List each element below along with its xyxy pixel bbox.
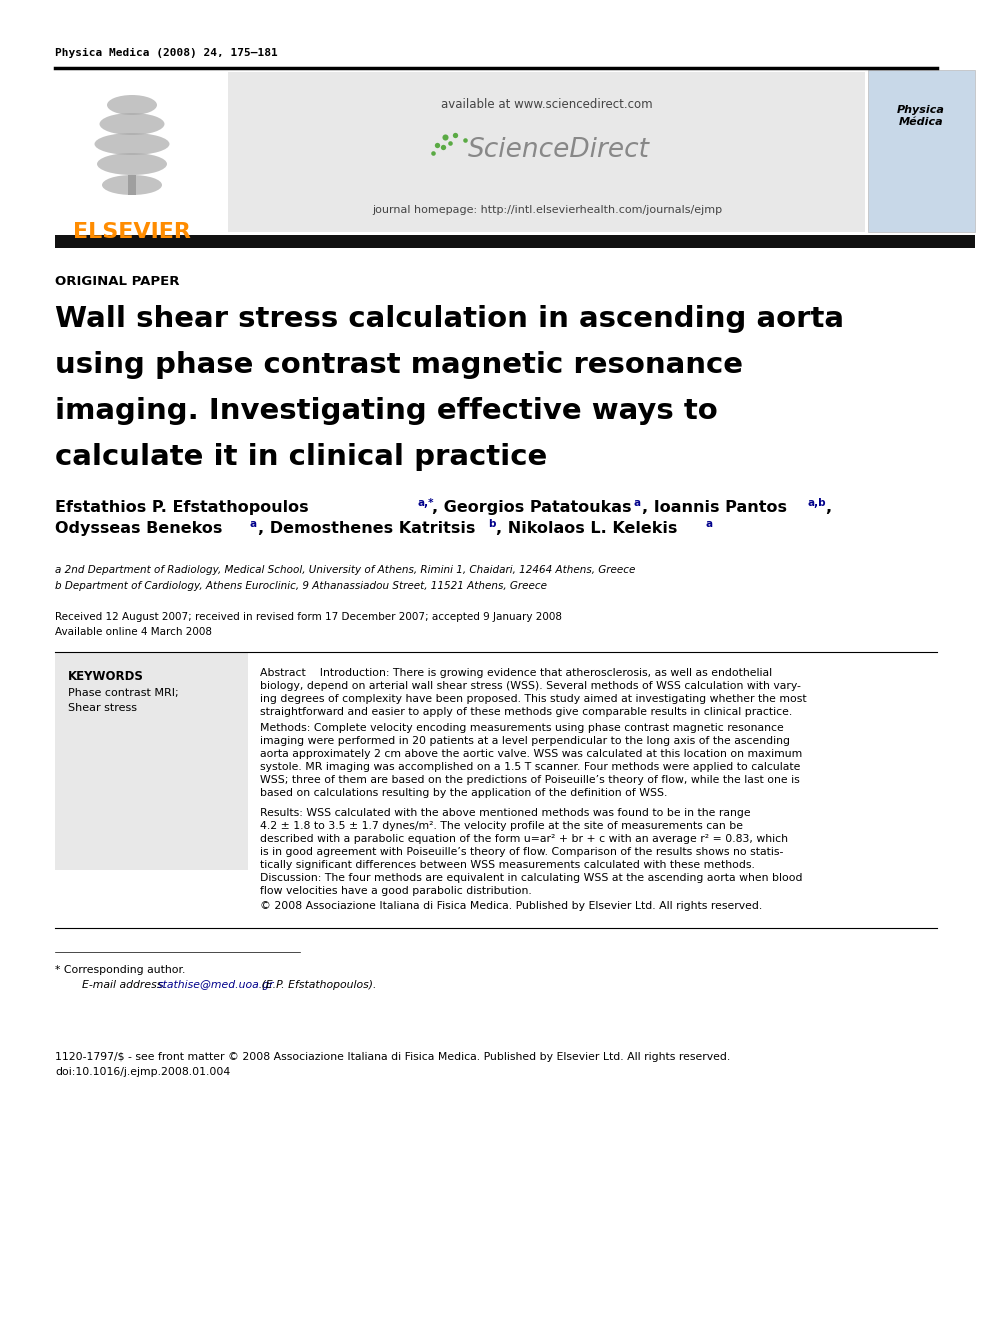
Text: Phase contrast MRI;: Phase contrast MRI; bbox=[68, 688, 179, 699]
Text: ELSEVIER: ELSEVIER bbox=[73, 222, 190, 242]
Text: Odysseas Benekos: Odysseas Benekos bbox=[55, 521, 222, 536]
Text: Discussion: The four methods are equivalent in calculating WSS at the ascending : Discussion: The four methods are equival… bbox=[260, 873, 803, 896]
Text: * Corresponding author.: * Corresponding author. bbox=[55, 964, 186, 975]
Ellipse shape bbox=[102, 175, 162, 194]
Text: , Nikolaos L. Kelekis: , Nikolaos L. Kelekis bbox=[496, 521, 678, 536]
Text: a: a bbox=[634, 497, 641, 508]
Text: Abstract    Introduction: There is growing evidence that atherosclerosis, as wel: Abstract Introduction: There is growing … bbox=[260, 668, 806, 717]
Text: Physica: Physica bbox=[897, 105, 945, 115]
Text: Shear stress: Shear stress bbox=[68, 703, 137, 713]
Text: b: b bbox=[488, 519, 495, 529]
Text: b Department of Cardiology, Athens Euroclinic, 9 Athanassiadou Street, 11521 Ath: b Department of Cardiology, Athens Euroc… bbox=[55, 581, 547, 591]
Text: Wall shear stress calculation in ascending aorta: Wall shear stress calculation in ascendi… bbox=[55, 306, 844, 333]
Text: doi:10.1016/j.ejmp.2008.01.004: doi:10.1016/j.ejmp.2008.01.004 bbox=[55, 1068, 230, 1077]
Text: stathise@med.uoa.gr: stathise@med.uoa.gr bbox=[158, 980, 275, 990]
Text: calculate it in clinical practice: calculate it in clinical practice bbox=[55, 443, 548, 471]
Text: using phase contrast magnetic resonance: using phase contrast magnetic resonance bbox=[55, 351, 743, 378]
Bar bbox=[228, 71, 865, 232]
Text: Methods: Complete velocity encoding measurements using phase contrast magnetic r: Methods: Complete velocity encoding meas… bbox=[260, 722, 803, 798]
Text: a: a bbox=[250, 519, 257, 529]
Ellipse shape bbox=[94, 134, 170, 155]
Text: Results: WSS calculated with the above mentioned methods was found to be in the : Results: WSS calculated with the above m… bbox=[260, 808, 788, 871]
Text: KEYWORDS: KEYWORDS bbox=[68, 669, 144, 683]
Text: a,*: a,* bbox=[418, 497, 434, 508]
Text: ,: , bbox=[825, 500, 831, 515]
Text: a 2nd Department of Radiology, Medical School, University of Athens, Rimini 1, C: a 2nd Department of Radiology, Medical S… bbox=[55, 565, 635, 576]
Text: Received 12 August 2007; received in revised form 17 December 2007; accepted 9 J: Received 12 August 2007; received in rev… bbox=[55, 613, 562, 622]
Text: , Demosthenes Katritsis: , Demosthenes Katritsis bbox=[258, 521, 475, 536]
Ellipse shape bbox=[99, 112, 165, 135]
Text: © 2008 Associazione Italiana di Fisica Medica. Published by Elsevier Ltd. All ri: © 2008 Associazione Italiana di Fisica M… bbox=[260, 901, 762, 912]
Text: imaging. Investigating effective ways to: imaging. Investigating effective ways to bbox=[55, 397, 718, 425]
Bar bbox=[868, 70, 975, 232]
Text: ScienceDirect: ScienceDirect bbox=[468, 138, 650, 163]
Text: a: a bbox=[705, 519, 712, 529]
Bar bbox=[55, 235, 975, 247]
Bar bbox=[55, 70, 225, 194]
Text: Efstathios P. Efstathopoulos: Efstathios P. Efstathopoulos bbox=[55, 500, 309, 515]
Ellipse shape bbox=[97, 153, 167, 175]
Text: ORIGINAL PAPER: ORIGINAL PAPER bbox=[55, 275, 180, 288]
Text: 1120-1797/$ - see front matter © 2008 Associazione Italiana di Fisica Medica. Pu: 1120-1797/$ - see front matter © 2008 As… bbox=[55, 1052, 730, 1062]
Text: a,b: a,b bbox=[808, 497, 826, 508]
Text: Physica Medica (2008) 24, 175–181: Physica Medica (2008) 24, 175–181 bbox=[55, 48, 278, 58]
Text: available at www.sciencedirect.com: available at www.sciencedirect.com bbox=[441, 98, 653, 111]
Ellipse shape bbox=[107, 95, 157, 115]
Bar bbox=[55, 652, 248, 871]
Text: Available online 4 March 2008: Available online 4 March 2008 bbox=[55, 627, 212, 636]
Text: , Georgios Patatoukas: , Georgios Patatoukas bbox=[432, 500, 632, 515]
Bar bbox=[128, 175, 136, 194]
Text: journal homepage: http://intl.elsevierhealth.com/journals/ejmp: journal homepage: http://intl.elsevierhe… bbox=[372, 205, 722, 216]
Text: Médica: Médica bbox=[899, 116, 943, 127]
Text: E-mail address:: E-mail address: bbox=[68, 980, 170, 990]
Text: , Ioannis Pantos: , Ioannis Pantos bbox=[642, 500, 787, 515]
Text: (E.P. Efstathopoulos).: (E.P. Efstathopoulos). bbox=[258, 980, 377, 990]
